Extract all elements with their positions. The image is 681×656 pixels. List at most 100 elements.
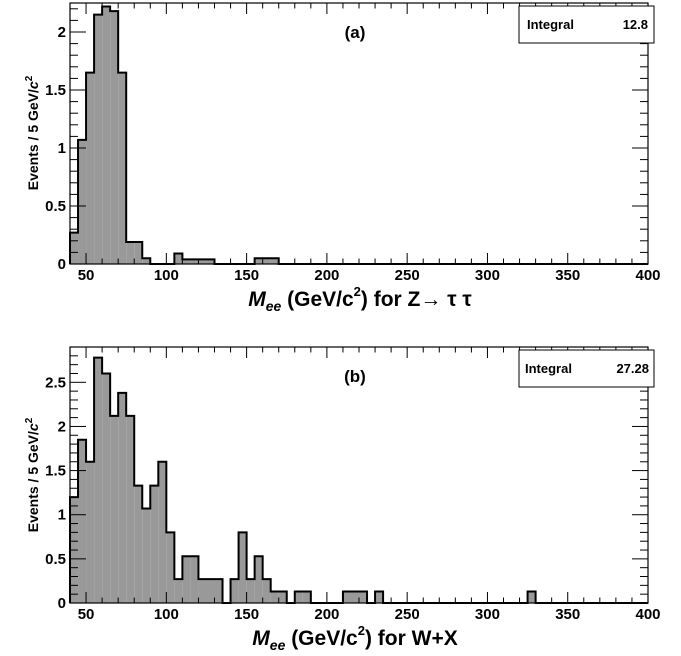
y-tick-label: 1 — [58, 507, 66, 524]
x-tick-label: 150 — [234, 267, 259, 284]
x-tick-label: 300 — [475, 606, 500, 623]
stats-value-a: 12.8 — [623, 17, 648, 32]
histogram-bar — [126, 415, 135, 603]
x-tick-label: 300 — [475, 267, 500, 284]
x-tick-label: 100 — [154, 606, 179, 623]
histogram-bar — [527, 591, 536, 603]
histogram-bar — [150, 485, 159, 603]
histogram-bar — [102, 6, 111, 264]
histogram-bar — [174, 579, 183, 603]
histogram-bar — [70, 232, 79, 264]
x-axis-label-a: Mee (GeV/c2) for Z→ τ τ — [248, 284, 472, 314]
histogram-bar — [102, 373, 111, 603]
histogram-bar — [294, 591, 303, 603]
x-tick-label: 150 — [234, 606, 259, 623]
x-ticks-b: 50 100 150 200 250 300 350 400 — [69, 347, 661, 623]
y-tick-label: 2 — [58, 418, 66, 435]
histogram-bar — [86, 72, 95, 264]
histogram-bar — [246, 579, 255, 603]
x-tick-label: 50 — [78, 267, 95, 284]
x-ticks-a: 50 100 150 200 250 300 350 400 — [69, 3, 661, 284]
stats-label-a: Integral — [527, 17, 574, 32]
histogram-bar — [78, 439, 87, 603]
stats-label-b: Integral — [525, 361, 572, 376]
histogram-bars-a — [70, 6, 279, 265]
y-ticks-b: 0 0.5 1 1.5 2 2.5 — [45, 346, 648, 612]
panel-b: 50 100 150 200 250 300 350 400 0 0.5 1 1.5 2 2.5 (b)… — [24, 346, 661, 653]
panel-label-a: (a) — [345, 23, 366, 42]
histogram-bar — [262, 579, 271, 603]
y-tick-label: 2 — [58, 24, 66, 41]
x-tick-label: 250 — [395, 267, 420, 284]
histogram-bar — [142, 258, 151, 264]
panel-label-b: (b) — [344, 367, 366, 386]
histogram-bar — [359, 591, 368, 603]
stats-value-b: 27.28 — [616, 361, 649, 376]
histogram-bar — [254, 258, 263, 264]
histogram-bar — [158, 461, 167, 603]
y-tick-label: 2.5 — [45, 374, 66, 391]
histogram-bar — [126, 241, 135, 264]
histogram-bar — [350, 591, 359, 603]
x-tick-label: 200 — [314, 606, 339, 623]
y-ticks-a: 0 0.5 1 1.5 2 — [45, 8, 648, 273]
histogram-bar — [118, 72, 127, 264]
x-tick-label: 50 — [78, 606, 95, 623]
histogram-outline-b — [69, 356, 648, 604]
histogram-bar — [182, 259, 191, 264]
x-tick-label: 100 — [154, 267, 179, 284]
histogram-bar — [270, 591, 279, 603]
histogram-bar — [166, 532, 175, 603]
histogram-bar — [134, 241, 143, 264]
histogram-bar — [190, 556, 199, 603]
y-tick-label: 1.5 — [45, 463, 66, 480]
histogram-bar — [270, 258, 279, 264]
histogram-bar — [302, 591, 311, 603]
x-tick-label: 350 — [555, 606, 580, 623]
x-axis-label-b: Mee (GeV/c2) for W+X — [252, 623, 457, 653]
histogram-bar — [278, 591, 287, 603]
histogram-bar — [262, 258, 271, 264]
y-tick-label: 0.5 — [45, 198, 66, 215]
histogram-bar — [198, 259, 207, 264]
histogram-bar — [206, 579, 215, 603]
histogram-bar — [206, 259, 215, 264]
histogram-outline-a — [69, 5, 648, 265]
histogram-bar — [118, 392, 127, 603]
histogram-bar — [198, 579, 207, 603]
histogram-bar — [94, 357, 103, 603]
stats-box-a: Integral 12.8 — [518, 5, 655, 44]
histogram-bar — [110, 11, 119, 265]
histogram-bar — [86, 461, 95, 603]
histogram-bar — [78, 139, 87, 264]
y-axis-label-a: Events / 5 GeV/c2 — [24, 75, 41, 190]
y-tick-label: 0 — [58, 256, 66, 273]
histogram-bar — [230, 579, 239, 603]
panel-a: 50 100 150 200 250 300 350 400 0 0.5 1 1.5 2 (a) In… — [24, 2, 661, 314]
histogram-bar — [342, 591, 351, 603]
histogram-bar — [182, 556, 191, 603]
y-axis-label-b: Events / 5 GeV/c2 — [24, 417, 41, 532]
histogram-bar — [142, 508, 151, 603]
histogram-bar — [174, 253, 183, 264]
x-tick-label: 400 — [635, 606, 660, 623]
x-tick-label: 250 — [395, 606, 420, 623]
y-tick-label: 1 — [58, 140, 66, 157]
y-tick-label: 1.5 — [45, 82, 66, 99]
histogram-bar — [94, 14, 103, 264]
y-tick-label: 0 — [58, 595, 66, 612]
histogram-bar — [375, 591, 384, 603]
x-tick-label: 400 — [635, 267, 660, 284]
stats-box-b: Integral 27.28 — [518, 349, 655, 388]
histogram-bar — [134, 485, 143, 603]
histogram-bar — [110, 415, 119, 603]
histogram-bar — [254, 556, 263, 603]
histogram-bar — [238, 532, 247, 603]
histogram-bars-b — [70, 357, 536, 603]
histogram-bar — [214, 579, 223, 603]
y-tick-label: 0.5 — [45, 551, 66, 568]
histogram-bar — [190, 259, 199, 264]
x-tick-label: 200 — [314, 267, 339, 284]
x-tick-label: 350 — [555, 267, 580, 284]
